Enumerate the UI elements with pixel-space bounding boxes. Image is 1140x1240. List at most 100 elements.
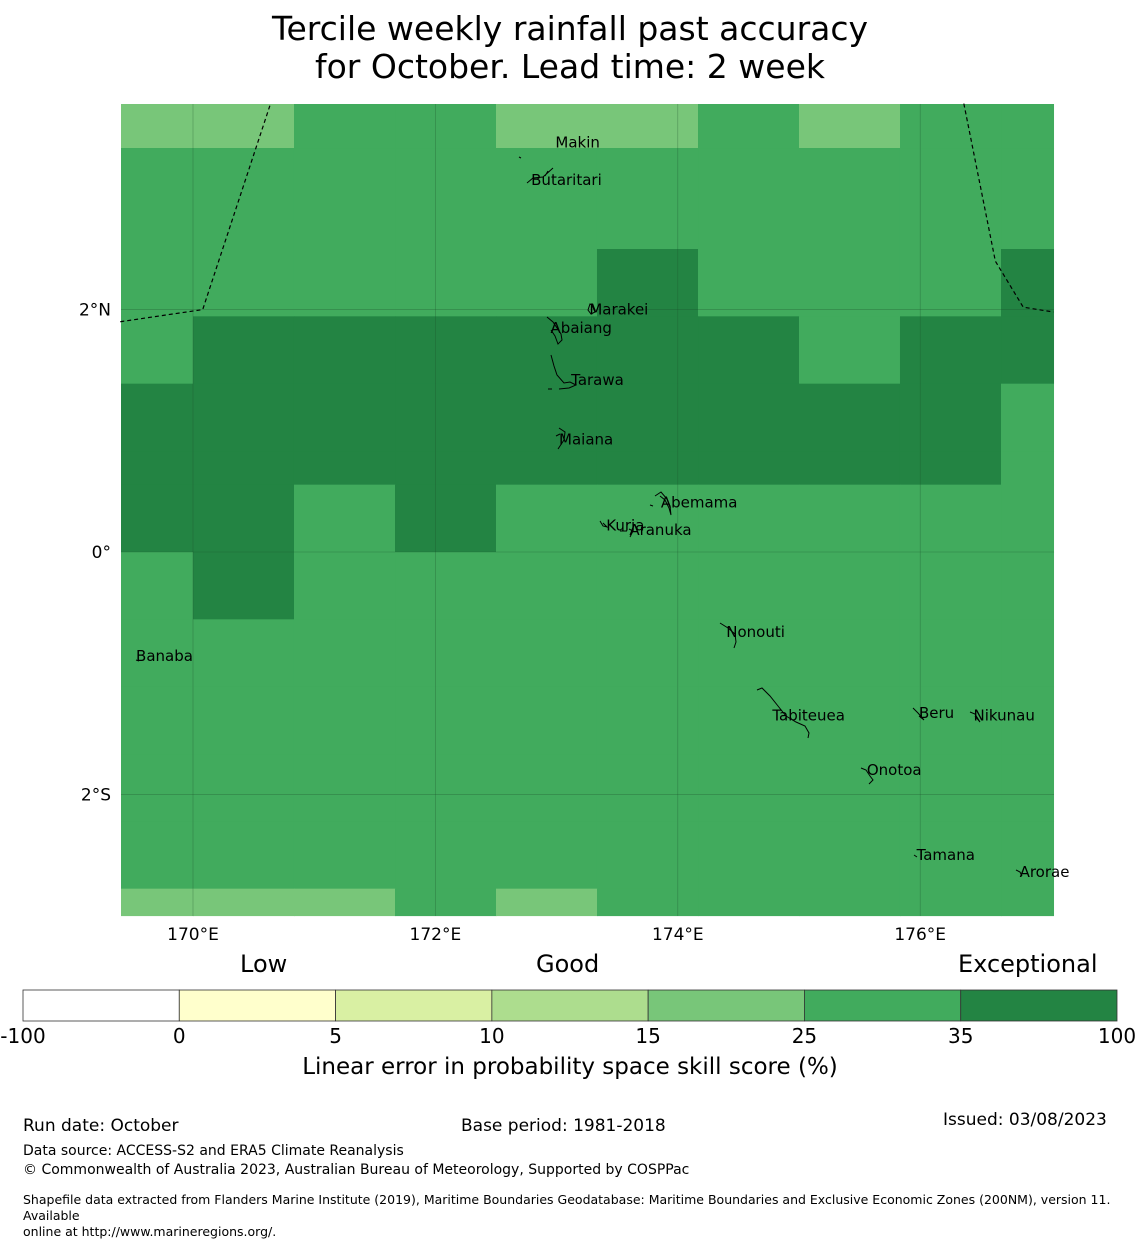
coastline-tamana — [913, 854, 918, 858]
grid-cell — [799, 249, 901, 317]
colorbar-tick-label: -100 — [0, 1024, 45, 1045]
grid-cell — [193, 484, 295, 553]
grid-cell — [596, 484, 699, 553]
coastline-aranuka — [620, 528, 634, 538]
coastline-onotoa — [860, 767, 874, 785]
data-source: Data source: ACCESS-S2 and ERA5 Climate … — [23, 1143, 404, 1159]
grid-cell — [496, 148, 598, 250]
grid-cell — [698, 249, 800, 317]
grid-cell — [293, 104, 396, 149]
place-label: Nikunau — [974, 707, 1035, 725]
grid-cell — [395, 552, 497, 620]
grid-cell — [193, 383, 295, 452]
grid-cell — [596, 821, 699, 890]
grid-cell — [121, 686, 194, 755]
grid-cell — [698, 148, 800, 250]
grid-cell — [1001, 484, 1055, 553]
coastline-abaiang — [546, 316, 563, 345]
shapefile-credit: Shapefile data extracted from Flanders M… — [23, 1192, 1138, 1240]
grid-cell — [193, 148, 295, 250]
colorbar-bin — [22, 989, 180, 1022]
place-label: Beru — [919, 704, 954, 722]
eez-boundaries — [120, 103, 1054, 323]
place-label: Onotoa — [867, 761, 922, 779]
grid-cell — [496, 104, 598, 149]
place-label: Abemama — [661, 493, 738, 511]
coastline-butaritari — [518, 156, 554, 184]
legend-category-good: Good — [536, 950, 600, 978]
lon-tick-label: 174°E — [652, 925, 704, 945]
colorbar-bin — [804, 989, 962, 1022]
grid-cell — [395, 249, 497, 317]
shapefile-credit-line-2: online at http://www.marineregions.org/. — [23, 1224, 277, 1239]
grid-cell — [496, 451, 598, 486]
grid-cell — [899, 451, 1002, 486]
colorbar-tick-label: 35 — [948, 1024, 973, 1045]
grid-cell — [121, 316, 194, 385]
lon-tick-label: 170°E — [167, 925, 219, 945]
map-title: Tercile weekly rainfall past accuracy fo… — [0, 10, 1140, 86]
legend-category-exceptional: Exceptional — [958, 950, 1098, 978]
grid-cell — [193, 686, 295, 755]
grid-cell — [496, 484, 598, 553]
grid-cell — [698, 888, 800, 917]
grid-cell — [1001, 451, 1055, 486]
grid-cell — [193, 552, 295, 620]
eez-boundary-line — [120, 103, 272, 323]
grid-cell — [899, 383, 1002, 452]
title-line-2: for October. Lead time: 2 week — [314, 47, 825, 86]
grid-cell — [193, 104, 295, 149]
grid-cell — [899, 686, 1002, 755]
grid-cell — [1001, 821, 1055, 890]
grid-cell — [899, 249, 1002, 317]
grid-cell — [193, 821, 295, 890]
grid-cell — [293, 484, 396, 553]
colorbar-bin — [491, 989, 649, 1022]
colorbar-tick-label: 5 — [329, 1024, 342, 1045]
grid-cell — [496, 619, 598, 688]
grid-cell — [395, 104, 497, 149]
grid-cell — [1001, 249, 1055, 317]
grid-cell — [1001, 686, 1055, 755]
coastline-tarawa — [548, 354, 578, 390]
grid-cell — [596, 552, 699, 620]
coastlines — [135, 156, 1023, 877]
coastline-nonouti — [719, 622, 737, 649]
place-label: Nonouti — [726, 623, 785, 641]
grid-cell — [193, 619, 295, 688]
grid-cell — [395, 148, 497, 250]
grid-cell — [293, 821, 396, 890]
grid-cell — [899, 754, 1002, 822]
coastline-nikunau — [969, 711, 981, 723]
grid-cell — [496, 316, 598, 385]
grid-cell — [293, 552, 396, 620]
grid-cell — [293, 383, 396, 452]
lat-tick-label: 2°N — [79, 301, 111, 321]
place-label: Tamana — [916, 846, 975, 864]
coastline-abemama — [649, 491, 672, 516]
grid-cell — [698, 383, 800, 452]
colorbar-tick-label: 0 — [173, 1024, 186, 1045]
grid-cell — [293, 754, 396, 822]
grid-cell — [899, 316, 1002, 385]
grid-cell — [899, 821, 1002, 890]
grid-cell — [293, 888, 396, 917]
grid-cell — [698, 484, 800, 553]
colorbar-bin — [960, 989, 1118, 1022]
grid-cell — [395, 686, 497, 755]
colorbar-tick-label: 15 — [635, 1024, 660, 1045]
grid-cell — [193, 316, 295, 385]
lon-tick-label: 172°E — [410, 925, 462, 945]
place-label: Aranuka — [629, 521, 691, 539]
lat-tick-label: 0° — [92, 543, 111, 563]
grid-cell — [121, 104, 194, 149]
grid-cell — [121, 821, 194, 890]
grid-cell — [596, 316, 699, 385]
grid-cell — [395, 619, 497, 688]
grid-cell — [121, 888, 194, 917]
grid-cell — [496, 686, 598, 755]
place-label: Banaba — [136, 647, 193, 665]
grid-cell — [193, 888, 295, 917]
grid-cell — [799, 888, 901, 917]
